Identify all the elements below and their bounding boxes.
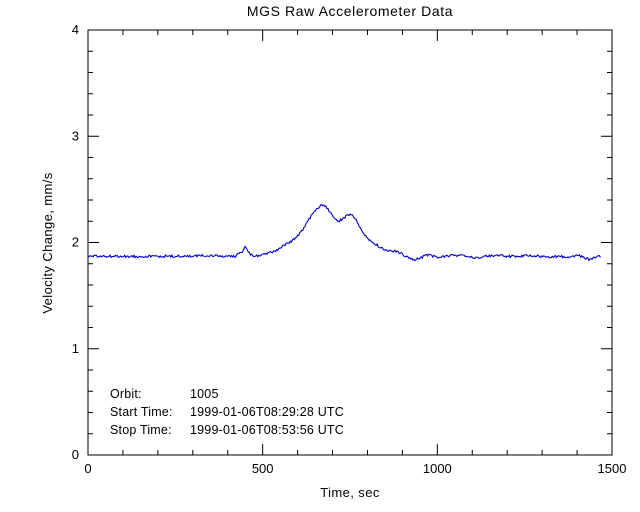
y-axis-label: Velocity Change, mm/s xyxy=(40,172,55,313)
y-tick-label: 4 xyxy=(72,22,79,37)
x-tick-label: 1000 xyxy=(423,461,452,476)
x-tick-label: 500 xyxy=(252,461,274,476)
plot-frame xyxy=(87,29,613,456)
x-axis-label: Time, sec xyxy=(320,485,380,500)
x-tick-label: 0 xyxy=(84,461,91,476)
annotation-start-time-value: 1999-01-06T08:29:28 UTC xyxy=(190,405,344,419)
y-tick-label: 3 xyxy=(72,128,79,143)
annotation-orbit-label: Orbit: xyxy=(110,387,142,401)
x-tick-label: 1500 xyxy=(598,461,627,476)
chart-title: MGS Raw Accelerometer Data xyxy=(247,3,453,19)
y-tick-label: 2 xyxy=(72,235,79,250)
y-tick-label: 1 xyxy=(72,341,79,356)
annotation-stop-time-label: Stop Time: xyxy=(110,423,172,437)
y-tick-label: 0 xyxy=(72,447,79,462)
annotation-orbit-value: 1005 xyxy=(190,387,219,401)
data-line xyxy=(87,204,601,262)
annotation-stop-time-value: 1999-01-06T08:53:56 UTC xyxy=(190,423,344,437)
annotation-start-time-label: Start Time: xyxy=(110,405,173,419)
annotation-block: Orbit: 1005 Start Time: 1999-01-06T08:29… xyxy=(110,387,344,437)
